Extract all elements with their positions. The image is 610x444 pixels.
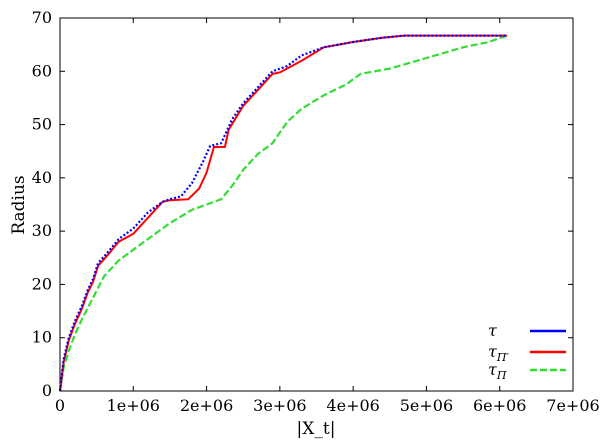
legend-label: τΠ′ [488, 342, 509, 364]
x-tick-label: 5e+06 [400, 396, 453, 415]
legend: τ τΠ′τΠ [488, 321, 566, 382]
y-tick-label: 40 [32, 168, 52, 187]
y-tick-label: 30 [32, 221, 52, 240]
series-layer [58, 34, 508, 392]
series-line-2 [58, 34, 508, 392]
x-tick-label: 0 [55, 396, 65, 415]
y-tick-label: 20 [32, 274, 52, 293]
series-line-0 [58, 34, 507, 392]
x-tick-label: 4e+06 [326, 396, 379, 415]
series-line-1 [59, 34, 507, 392]
x-tick-label: 2e+06 [180, 396, 233, 415]
plot-frame [59, 17, 574, 392]
y-axis-label: Radius [9, 175, 29, 234]
legend-label: τΠ [488, 360, 507, 382]
y-tick-label: 50 [32, 115, 52, 134]
x-tick-label: 3e+06 [253, 396, 306, 415]
x-tick-label: 6e+06 [473, 396, 526, 415]
x-axis-label: |X_t| [297, 419, 336, 439]
y-tick-label: 70 [32, 8, 52, 27]
x-tick-label: 7e+06 [546, 396, 599, 415]
ticks-layer: 0 1e+06 2e+06 3e+06 4e+06 5e+06 6e+06 7e+06 0 10 2… [32, 8, 600, 415]
y-tick-label: 10 [32, 328, 52, 347]
y-tick-label: 60 [32, 61, 52, 80]
x-tick-label: 1e+06 [107, 396, 160, 415]
legend-label: τ [488, 321, 498, 340]
y-tick-label: 0 [42, 381, 52, 400]
